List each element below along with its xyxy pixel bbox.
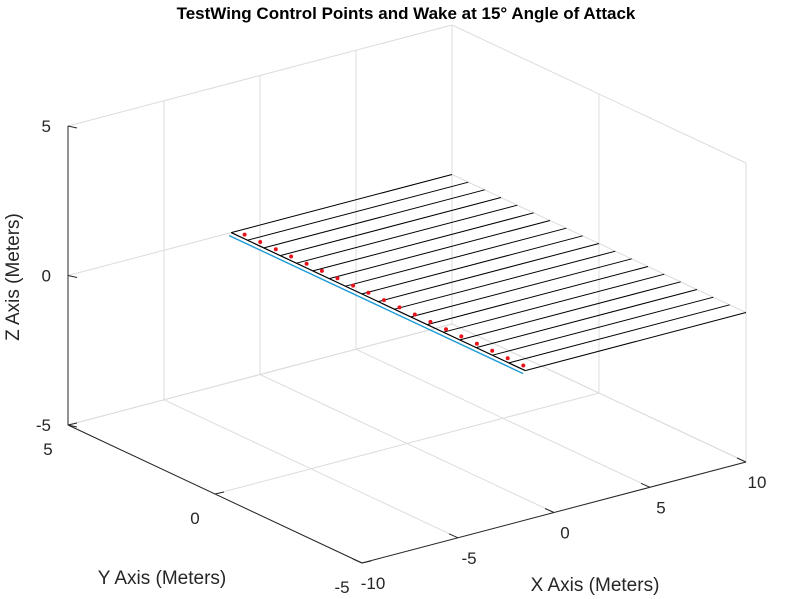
wake-line [329, 220, 551, 280]
chart-title: TestWing Control Points and Wake at 15° … [177, 4, 636, 23]
control-point [459, 334, 464, 339]
tick-labels: -10 -5 0 5 10 -5 0 5 -5 0 5 [36, 117, 767, 597]
control-point [335, 276, 340, 281]
wake-line [525, 312, 747, 372]
y-tick-label: -5 [334, 578, 349, 597]
y-tick-mark [214, 491, 225, 495]
wake-line [231, 174, 453, 234]
z-tick-label: -5 [36, 416, 51, 435]
z-tick-mark [67, 424, 78, 428]
y-axis-label: Y Axis (Meters) [98, 568, 226, 589]
leading-edge-line [228, 234, 524, 375]
wake-line [459, 281, 681, 341]
grid-line [451, 323, 747, 463]
control-points [242, 232, 526, 368]
grid-line [214, 392, 600, 495]
wake-line [410, 258, 632, 318]
x-axis-label: X Axis (Meters) [531, 575, 660, 596]
wake-line [312, 212, 534, 272]
axis-lines [67, 126, 747, 564]
wake-line [492, 296, 714, 356]
wake-line [280, 197, 502, 257]
x-tick-label: -10 [361, 574, 386, 593]
control-point [242, 232, 247, 237]
grid-line [67, 323, 453, 426]
x-tick-label: 10 [748, 473, 767, 492]
wake-line [394, 250, 616, 310]
control-point [351, 283, 356, 288]
control-point [444, 327, 448, 332]
x-tick-label: 0 [560, 524, 569, 543]
grid-line [67, 24, 453, 127]
wing-bound-line [230, 232, 526, 372]
y-tick-label: 0 [190, 509, 199, 528]
wake-line [476, 289, 698, 349]
control-point [258, 240, 263, 244]
x-tick-mark [352, 558, 363, 564]
wake-lines [228, 174, 747, 375]
control-point [289, 254, 294, 259]
x-tick-label: -5 [461, 549, 476, 568]
x-tick-mark [736, 457, 747, 463]
z-axis-label: Z Axis (Meters) [3, 213, 24, 341]
z-tick-mark [67, 275, 78, 278]
control-point [412, 312, 417, 317]
wake-line [443, 273, 665, 333]
wake-line [296, 204, 518, 264]
control-point [428, 319, 433, 324]
wake-line [345, 227, 567, 287]
z-tick-label: 5 [42, 117, 51, 136]
wake-line [247, 181, 469, 241]
x-tick-mark [448, 533, 459, 539]
y-tick-mark [67, 422, 78, 426]
control-point [319, 268, 324, 273]
wake-line [378, 243, 600, 303]
control-point [505, 356, 510, 361]
control-point [366, 290, 371, 295]
x-tick-mark [544, 508, 555, 513]
wake-line [361, 235, 583, 295]
y-tick-mark [361, 560, 372, 564]
z-tick-label: 0 [42, 267, 51, 286]
wake-line [508, 304, 730, 364]
x-tick-mark [640, 482, 651, 488]
wake-line [427, 266, 649, 326]
control-point [521, 363, 526, 368]
control-point [382, 298, 386, 303]
control-point [490, 348, 495, 353]
grid-line [451, 24, 747, 164]
control-point [304, 261, 309, 266]
control-point [474, 341, 479, 346]
y-tick-label: 5 [43, 440, 52, 459]
z-tick-mark [67, 125, 78, 129]
control-point [397, 305, 402, 310]
wake-line [263, 189, 485, 249]
x-tick-label: 5 [656, 498, 665, 517]
control-point [273, 247, 278, 252]
